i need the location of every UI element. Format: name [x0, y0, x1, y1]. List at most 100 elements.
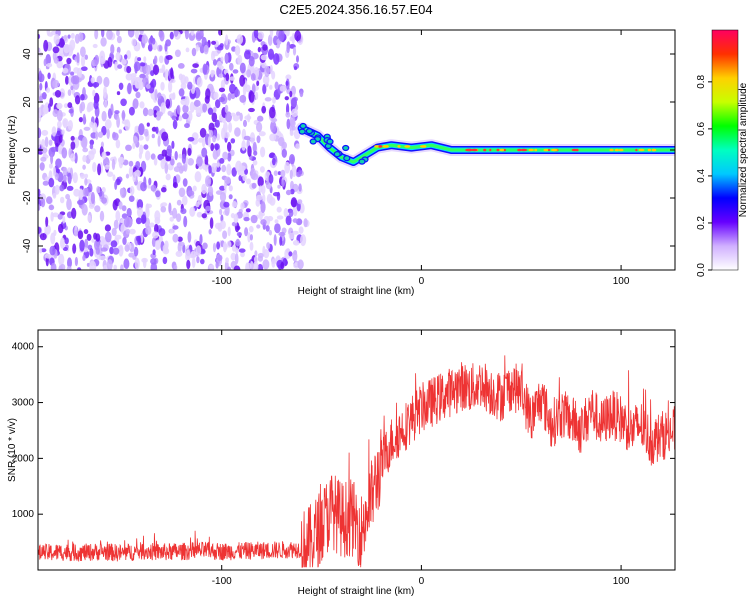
noise-speck	[285, 215, 292, 226]
noise-speck	[182, 243, 186, 254]
noise-speck	[89, 121, 94, 128]
noise-speck	[277, 184, 281, 189]
noise-speck	[133, 61, 141, 72]
noise-speck	[49, 97, 54, 107]
noise-speck	[50, 211, 54, 222]
noise-speck	[303, 218, 308, 228]
noise-speck	[247, 232, 251, 243]
noise-speck	[152, 64, 160, 76]
noise-speck	[132, 98, 139, 109]
noise-speck	[106, 30, 113, 40]
noise-speck	[284, 161, 291, 174]
noise-speck	[79, 103, 83, 114]
noise-speck	[278, 136, 285, 147]
noise-speck	[224, 131, 230, 139]
noise-speck	[216, 241, 221, 250]
noise-speck	[99, 255, 106, 261]
noise-speck	[223, 121, 228, 134]
noise-speck	[208, 229, 212, 235]
noise-speck	[58, 134, 63, 143]
noise-speck	[155, 190, 161, 198]
noise-speck	[100, 247, 108, 252]
noise-speck	[266, 215, 274, 222]
noise-speck	[70, 32, 75, 39]
noise-speck	[125, 144, 132, 151]
noise-speck	[39, 248, 43, 254]
colorbar-tick-label: 0.8	[696, 74, 707, 88]
spectrogram-panel: -100 0 100 -40 -20 0 20 40 Height of straight l…	[7, 29, 676, 297]
noise-speck	[48, 204, 55, 211]
noise-speck	[118, 201, 123, 210]
noise-speck	[151, 78, 157, 88]
noise-speck	[269, 30, 274, 38]
noise-speck	[74, 230, 78, 237]
noise-speck	[212, 135, 217, 143]
noise-speck	[82, 136, 87, 144]
noise-speck	[165, 156, 172, 162]
noise-speck	[106, 128, 110, 140]
noise-speck	[45, 216, 49, 227]
noise-speck	[77, 267, 82, 270]
noise-speck	[288, 209, 294, 217]
noise-speck	[230, 112, 236, 117]
noise-speck	[83, 229, 89, 235]
noise-speck	[223, 201, 230, 208]
noise-speck	[41, 138, 46, 150]
noise-speck	[57, 104, 62, 109]
track-blob	[342, 144, 350, 152]
noise-speck	[230, 213, 235, 219]
noise-speck	[254, 250, 258, 257]
noise-speck	[297, 199, 303, 205]
noise-speck	[55, 158, 62, 168]
noise-speck	[202, 63, 208, 75]
noise-speck	[101, 197, 107, 204]
noise-speck	[134, 76, 142, 89]
noise-speck	[147, 43, 153, 52]
noise-speck	[250, 73, 256, 81]
noise-speck	[227, 93, 232, 101]
noise-speck	[56, 168, 61, 174]
noise-speck	[235, 160, 243, 173]
noise-speck	[99, 57, 106, 64]
noise-speck	[192, 63, 199, 68]
noise-speck	[276, 215, 284, 220]
noise-speck	[38, 95, 43, 103]
noise-speck	[240, 251, 245, 258]
noise-speck	[109, 246, 114, 255]
noise-speck	[186, 259, 191, 270]
noise-speck	[202, 242, 208, 250]
noise-speck	[164, 70, 168, 81]
noise-speck	[279, 236, 283, 246]
noise-speck	[224, 204, 230, 217]
noise-speck	[191, 47, 197, 57]
noise-speck	[261, 61, 267, 69]
noise-speck	[104, 119, 112, 130]
noise-speck	[187, 110, 193, 122]
noise-speck	[169, 31, 174, 40]
track-hotspot	[404, 145, 411, 148]
noise-speck	[288, 251, 293, 257]
noise-speck	[97, 163, 102, 176]
noise-speck	[189, 206, 196, 217]
noise-speck	[242, 174, 247, 182]
noise-speck	[201, 183, 207, 195]
track-hotspot	[397, 145, 401, 148]
noise-speck	[258, 131, 266, 137]
noise-speck	[142, 258, 147, 269]
noise-speck	[128, 160, 134, 167]
noise-speck	[105, 231, 112, 243]
noise-speck	[215, 261, 219, 269]
noise-speck	[278, 231, 286, 237]
noise-speck	[255, 198, 261, 207]
noise-speck	[124, 54, 128, 60]
noise-speck	[95, 247, 100, 255]
noise-speck	[93, 99, 99, 110]
noise-speck	[291, 32, 295, 45]
noise-speck	[50, 153, 54, 165]
noise-speck	[124, 244, 130, 252]
noise-speck	[266, 242, 271, 250]
noise-speck	[117, 156, 125, 164]
noise-speck	[194, 171, 202, 183]
noise-speck	[239, 112, 243, 122]
noise-speck	[169, 216, 174, 222]
